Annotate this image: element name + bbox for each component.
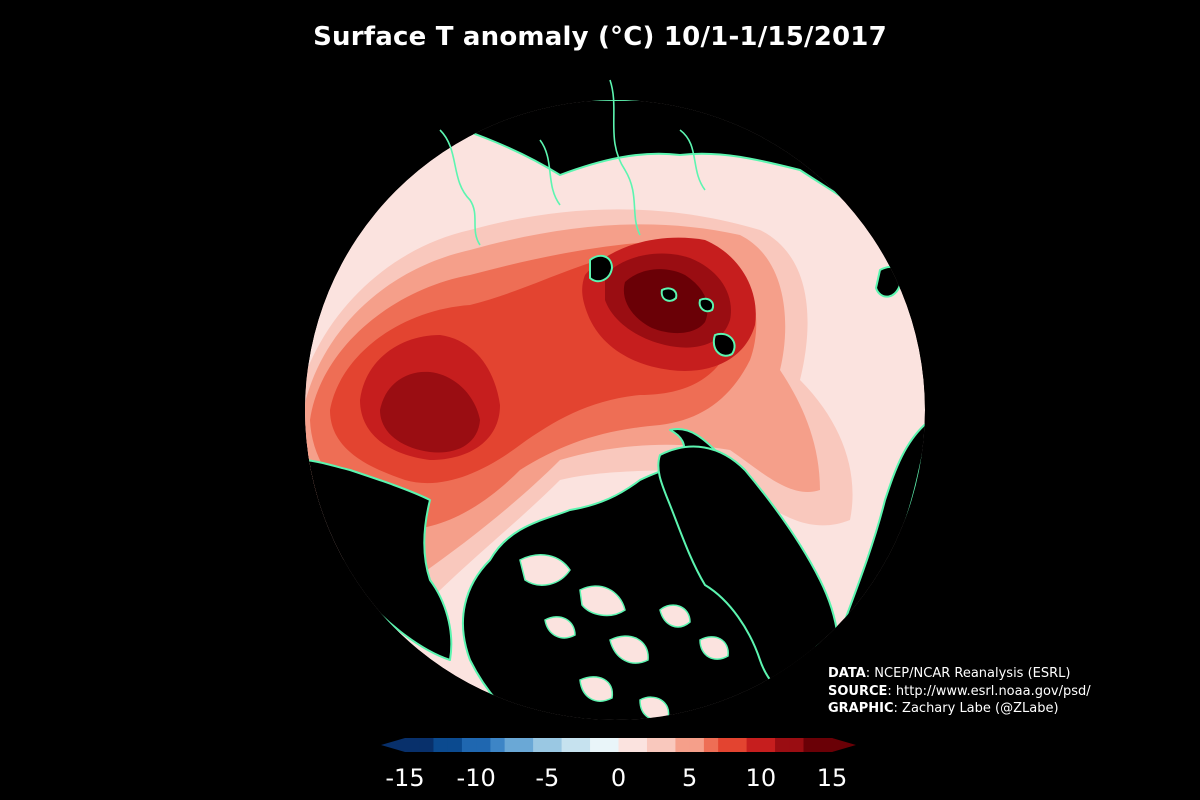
colorbar-cell — [476, 738, 491, 752]
credit-data: DATA: NCEP/NCAR Reanalysis (ESRL) — [828, 666, 1071, 681]
archipelago-channels — [519, 554, 729, 720]
colorbar-cell — [760, 738, 776, 752]
channel — [519, 554, 571, 586]
colorbar-cell — [433, 738, 449, 752]
colorbar-extend-high — [832, 738, 856, 752]
colorbar-cell — [689, 738, 705, 752]
channel — [544, 616, 576, 639]
colorbar-cell — [618, 738, 634, 752]
colorbar-tick-label: 0 — [610, 764, 627, 792]
channel — [609, 635, 649, 664]
anomaly-contour-band-9 — [623, 269, 708, 334]
colorbar-cell — [646, 738, 662, 752]
land-island — [698, 297, 714, 313]
map-disc — [305, 100, 925, 720]
land-island — [589, 254, 613, 283]
colorbar-tick-label: 10 — [745, 764, 777, 792]
credits-block: DATA: NCEP/NCAR Reanalysis (ESRL) SOURCE… — [828, 665, 1091, 718]
land-island — [660, 287, 678, 302]
colorbar-cell — [547, 738, 562, 752]
colorbar-cell — [533, 738, 548, 752]
colorbar-tick-label: -10 — [456, 764, 496, 792]
colorbar-cell — [803, 738, 819, 752]
colorbar-cell — [703, 738, 719, 752]
river-line — [679, 129, 706, 191]
colorbar-extend-low — [381, 738, 405, 752]
coastline-rivers — [439, 79, 706, 246]
river-line — [609, 79, 641, 236]
river-line — [439, 129, 481, 246]
channel — [659, 604, 691, 628]
colorbar-cell — [732, 738, 747, 752]
colorbar-cell — [405, 738, 420, 752]
colorbar-cell — [604, 738, 619, 752]
colorbar-cell — [590, 738, 605, 752]
land-island — [712, 332, 736, 357]
colorbar-cell — [775, 738, 790, 752]
channel — [579, 585, 626, 617]
colorbar-cell — [504, 738, 520, 752]
channel — [579, 676, 613, 702]
credit-graphic: GRAPHIC: Zachary Labe (@ZLabe) — [828, 701, 1059, 716]
colorbar-cell — [575, 738, 591, 752]
colorbar-cell — [632, 738, 648, 752]
channel — [699, 636, 729, 660]
colorbar-cell — [675, 738, 691, 752]
colorbar-tick-label: 15 — [816, 764, 848, 792]
colorbar-cells — [381, 738, 856, 752]
colorbar-cell — [718, 738, 733, 752]
map-title: Surface T anomaly (°C) 10/1-1/15/2017 — [313, 22, 887, 52]
colorbar-cell — [490, 738, 506, 752]
colorbar-tick-label: -15 — [385, 764, 425, 792]
colorbar-tick-label: 5 — [682, 764, 698, 792]
credit-source: SOURCE: http://www.esrl.noaa.gov/psd/ — [828, 683, 1091, 699]
colorbar-cell — [789, 738, 804, 752]
colorbar-cell — [447, 738, 463, 752]
colorbar-tick-label: -5 — [535, 764, 560, 792]
colorbar-cell — [518, 738, 534, 752]
colorbar-cell — [746, 738, 762, 752]
colorbar-cell — [661, 738, 676, 752]
anomaly-contour-band-7 — [380, 371, 480, 453]
river-line — [539, 139, 561, 206]
colorbar-cell — [817, 738, 833, 752]
colorbar-cell — [461, 738, 477, 752]
colorbar-cell — [561, 738, 577, 752]
colorbar-cell — [419, 738, 434, 752]
